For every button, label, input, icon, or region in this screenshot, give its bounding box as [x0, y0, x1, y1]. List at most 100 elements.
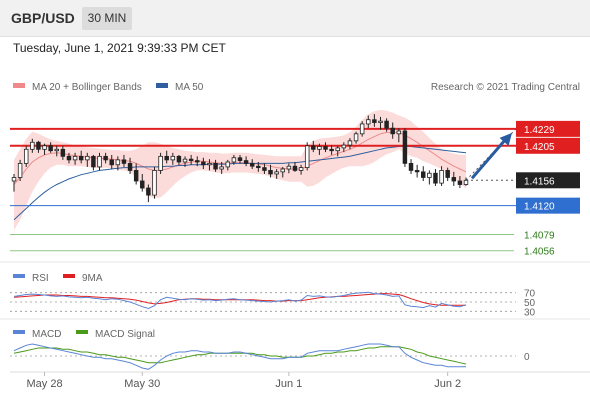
- macd-signal-legend-swatch: [76, 330, 88, 334]
- candle-body: [262, 167, 267, 171]
- candle-body: [329, 148, 334, 152]
- candle-body: [243, 160, 249, 164]
- macd-signal-line: [13, 346, 467, 365]
- price-label-text: 1.4205: [524, 142, 555, 153]
- candle-body: [341, 144, 347, 149]
- candle-body: [60, 148, 66, 157]
- candle-body: [408, 162, 414, 171]
- candle-body: [91, 155, 96, 168]
- candlesticks: [11, 114, 469, 203]
- price-levels: [10, 127, 517, 252]
- candle-body: [396, 130, 402, 135]
- ma20-legend-label: MA 20 + Bollinger Bands: [32, 82, 142, 93]
- candle-body: [158, 155, 163, 171]
- x-tick-label: Jun 1: [275, 378, 302, 390]
- candle-body: [213, 162, 218, 170]
- candle-body: [140, 180, 145, 189]
- candle-body: [433, 172, 438, 184]
- candle-body: [445, 170, 450, 178]
- pair-title: GBP/USD: [11, 10, 75, 26]
- candle-body: [231, 157, 237, 163]
- candle-body: [85, 155, 90, 161]
- candle-body: [439, 170, 444, 184]
- candle-body: [115, 159, 121, 166]
- candle-body: [268, 170, 273, 175]
- candle-body: [207, 162, 212, 166]
- candle-body: [402, 130, 408, 164]
- candle-body: [66, 155, 72, 161]
- candle-body: [304, 145, 310, 169]
- candle-body: [195, 160, 200, 163]
- candle-body: [30, 141, 35, 150]
- candle-body: [36, 141, 41, 150]
- candle-body: [72, 155, 78, 161]
- timeframe-button[interactable]: 30 MIN: [82, 7, 132, 30]
- candle-body: [414, 170, 420, 173]
- rsi-ma-legend-swatch: [63, 274, 75, 278]
- price-level-labels: 1.4229 1.4205 1.4156 1.4120 1.4079 1.4056: [516, 120, 580, 258]
- candle-body: [201, 161, 206, 166]
- candle-body: [188, 158, 194, 161]
- candle-body: [347, 140, 353, 146]
- candle-body: [311, 145, 316, 150]
- candle-body: [463, 179, 469, 185]
- candle-body: [384, 120, 389, 129]
- candle-body: [109, 159, 114, 166]
- candle-body: [366, 119, 371, 125]
- candle-body: [457, 180, 463, 185]
- ma50-legend-label: MA 50: [175, 82, 204, 93]
- candle-body: [237, 157, 243, 161]
- x-axis: May 28 May 30 Jun 1 Jun 2: [27, 372, 461, 390]
- candle-body: [133, 170, 139, 182]
- candle-body: [274, 171, 279, 175]
- x-tick-label: Jun 2: [434, 378, 461, 390]
- rsi-tick-label: 30: [524, 307, 536, 318]
- candle-body: [170, 155, 176, 161]
- candle-body: [97, 155, 102, 168]
- candle-body: [54, 148, 59, 152]
- price-label-box: [516, 197, 580, 214]
- rsi-tick-label: 70: [524, 289, 536, 300]
- price-label-text: 1.4229: [524, 125, 555, 136]
- price-label-text: 1.4120: [524, 202, 555, 213]
- rsi-line: [13, 291, 467, 310]
- candle-body: [421, 171, 426, 178]
- bollinger-band-fill: [14, 109, 466, 231]
- x-tick-label: May 28: [27, 378, 63, 390]
- price-label-box: [516, 120, 580, 137]
- candle-body: [225, 161, 231, 168]
- candle-body: [359, 123, 365, 135]
- candle-body: [353, 133, 359, 142]
- bollinger-band: [14, 109, 466, 231]
- candle-body: [103, 155, 108, 161]
- header-bar: GBP/USD 30 MIN: [0, 0, 590, 37]
- candle-body: [335, 147, 340, 152]
- macd-tick-label: 0: [524, 352, 530, 363]
- candle-body: [280, 168, 285, 173]
- candle-body: [451, 177, 457, 182]
- candle-body: [164, 155, 169, 161]
- candle-body: [378, 120, 383, 123]
- candle-body: [256, 165, 261, 169]
- candle-body: [390, 127, 395, 135]
- credit-text: Research © 2021 Trading Central: [431, 82, 580, 93]
- macd-line: [13, 343, 466, 370]
- rsi-ma-legend-label: 9MA: [82, 273, 103, 284]
- candle-body: [292, 165, 298, 171]
- timestamp: Tuesday, June 1, 2021 9:39:33 PM CET: [13, 41, 226, 55]
- rsi-legend-swatch: [13, 274, 25, 278]
- macd-legend-label: MACD: [32, 329, 61, 340]
- candle-body: [298, 167, 304, 171]
- rsi-legend-label: RSI: [32, 273, 49, 284]
- candle-body: [17, 162, 23, 178]
- ma50-line: [13, 146, 467, 221]
- price-label-text: 1.4156: [524, 176, 555, 187]
- candle-body: [78, 155, 84, 161]
- macd-panel: 0: [10, 343, 530, 370]
- x-tick-label: May 30: [124, 378, 160, 390]
- candle-body: [182, 158, 188, 163]
- macd-signal-legend-label: MACD Signal: [95, 329, 155, 340]
- candle-body: [176, 155, 182, 163]
